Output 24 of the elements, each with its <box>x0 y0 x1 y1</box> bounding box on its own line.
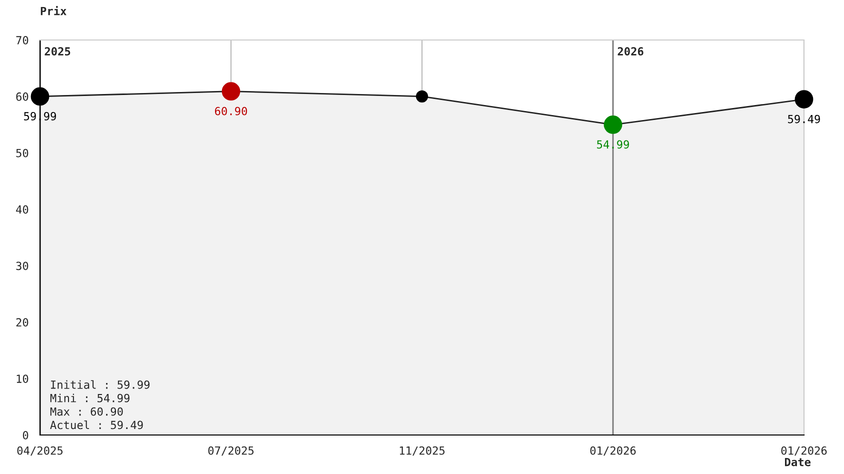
y-tick-label: 50 <box>16 148 28 158</box>
y-tick-label: 10 <box>16 374 28 383</box>
x-tick-label: 11/2025 <box>400 446 445 456</box>
annotation: Initial : 59.99 <box>51 380 150 389</box>
annotation: Max : 60.90 <box>50 407 123 416</box>
ref-line-label: 2026 <box>618 47 644 56</box>
annotation: Mini : 54.99 <box>50 394 130 402</box>
x-tick-label: 01/2026 <box>590 446 636 456</box>
x-tick-label: 07/2025 <box>208 446 254 456</box>
y-tick-label: 30 <box>16 262 28 270</box>
y-tick-label: 20 <box>16 318 28 327</box>
x-tick-label: 04/2025 <box>17 446 63 456</box>
x-tick-label: 01/2026 <box>781 446 827 456</box>
ref-line-label: 2025 <box>44 47 70 56</box>
annotation: Actuel : 59.49 <box>50 420 143 430</box>
y-tick-label: 40 <box>16 205 28 214</box>
data-label: 60.90 <box>215 106 248 116</box>
y-axis-title: Prix <box>40 6 66 16</box>
data-label: 54.99 <box>597 140 629 149</box>
y-tick-label: 70 <box>16 36 28 44</box>
y-tick-label: 60 <box>16 92 28 101</box>
y-tick-label: 0 <box>22 431 28 440</box>
data-label: 59.49 <box>788 114 820 124</box>
x-axis-title: Date <box>784 458 811 466</box>
